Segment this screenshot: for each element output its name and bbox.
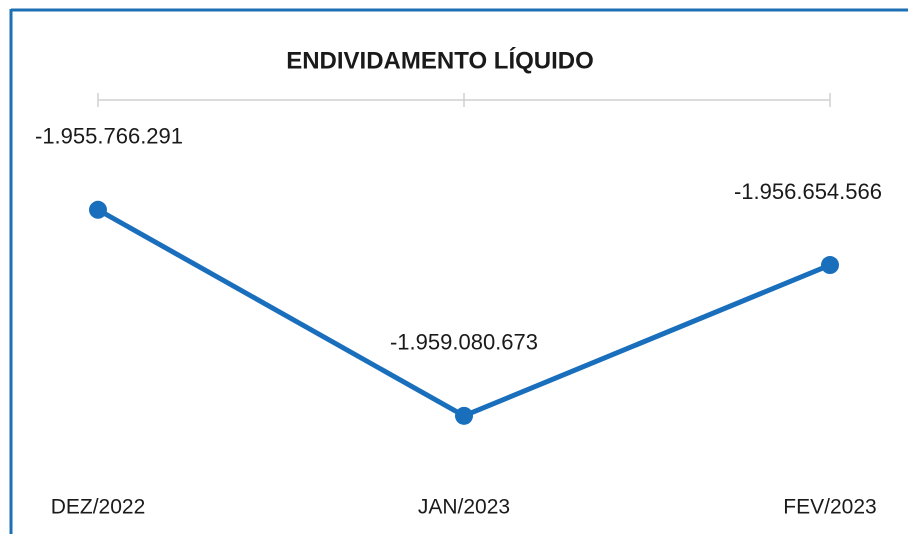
x-tick-label: JAN/2023 — [418, 496, 510, 519]
point — [89, 200, 107, 219]
x-tick-label: DEZ/2022 — [51, 496, 146, 519]
point — [821, 256, 839, 275]
chart-title: ENDIVIDAMENTO LÍQUIDO — [286, 46, 594, 74]
data-label: -1.955.766.291 — [35, 124, 183, 149]
data-label: -1.956.654.566 — [734, 179, 882, 204]
data-label: -1.959.080.673 — [390, 330, 538, 355]
point — [455, 406, 473, 425]
x-tick-label: FEV/2023 — [783, 496, 876, 519]
